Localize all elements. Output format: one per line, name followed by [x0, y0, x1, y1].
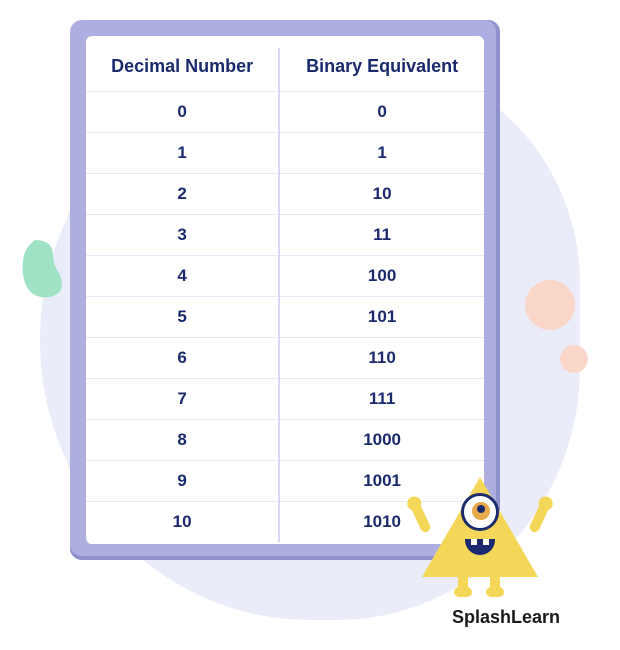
cell-decimal: 1	[86, 133, 279, 174]
cell-binary: 0	[279, 92, 484, 133]
cell-decimal: 10	[86, 502, 279, 543]
cell-binary: 100	[279, 256, 484, 297]
cell-decimal: 4	[86, 256, 279, 297]
cell-decimal: 5	[86, 297, 279, 338]
table-row: 11	[86, 133, 484, 174]
mascot-leg-right	[490, 575, 500, 597]
mascot-character	[410, 465, 550, 595]
brand-prefix: Splash	[452, 607, 511, 627]
table-header-row: Decimal Number Binary Equivalent	[86, 48, 484, 92]
cell-decimal: 2	[86, 174, 279, 215]
cell-binary: 1000	[279, 420, 484, 461]
table-row: 311	[86, 215, 484, 256]
cell-binary: 10	[279, 174, 484, 215]
table-row: 4100	[86, 256, 484, 297]
brand-logo: SplashLearn	[452, 607, 560, 628]
decor-bean	[15, 235, 70, 305]
mascot-eye	[461, 493, 499, 531]
column-header-binary: Binary Equivalent	[279, 48, 484, 92]
decor-circle-large	[525, 280, 575, 330]
cell-binary: 11	[279, 215, 484, 256]
cell-binary: 1	[279, 133, 484, 174]
cell-decimal: 3	[86, 215, 279, 256]
table-row: 7111	[86, 379, 484, 420]
column-header-decimal: Decimal Number	[86, 48, 279, 92]
mascot-leg-left	[458, 575, 468, 597]
cell-decimal: 8	[86, 420, 279, 461]
cell-decimal: 6	[86, 338, 279, 379]
table-row: 6110	[86, 338, 484, 379]
decor-circle-small	[560, 345, 588, 373]
cell-decimal: 0	[86, 92, 279, 133]
cell-binary: 101	[279, 297, 484, 338]
cell-decimal: 7	[86, 379, 279, 420]
table-row: 00	[86, 92, 484, 133]
cell-decimal: 9	[86, 461, 279, 502]
table-row: 210	[86, 174, 484, 215]
cell-binary: 111	[279, 379, 484, 420]
table-row: 5101	[86, 297, 484, 338]
cell-binary: 110	[279, 338, 484, 379]
brand-suffix: Learn	[511, 607, 560, 627]
table-row: 81000	[86, 420, 484, 461]
